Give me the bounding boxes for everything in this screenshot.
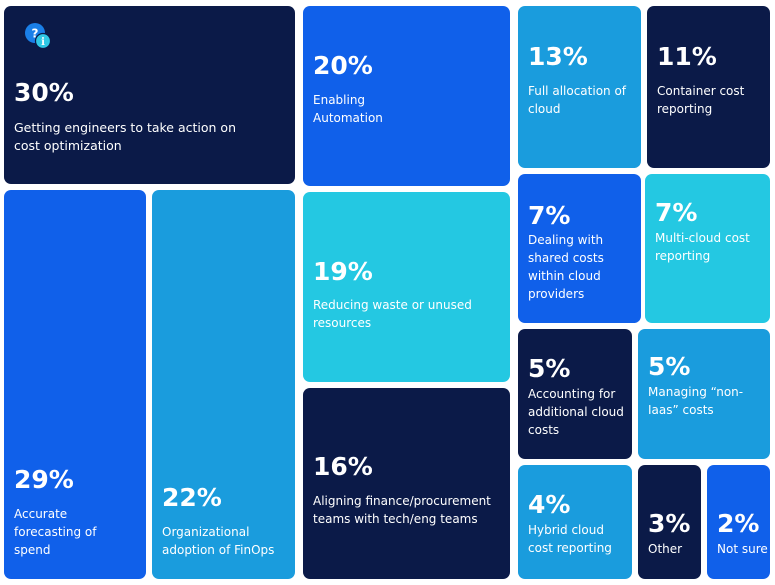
tile-value: 16% [313,452,373,481]
tile-label: Not sure [717,542,768,556]
treemap-tile: 29% Accurate forecasting of spend [4,190,146,579]
tile-label: Organizational adoption of FinOps [162,525,275,557]
treemap-tile: 30% Getting engineers to take action on c… [4,6,295,184]
tile-value: 19% [313,257,373,286]
svg-text:i: i [41,37,45,48]
treemap-tile: 3% Other [638,465,701,579]
question-info-icon[interactable]: ? i [23,22,52,50]
treemap-tile: 5% Accounting for additional cloud costs [518,329,632,459]
tile-value: 5% [528,354,571,383]
tile-label: Aligning finance/procurement teams with … [313,494,491,526]
treemap-tile: 22% Organizational adoption of FinOps [152,190,295,579]
treemap-tile: 20% Enabling Automation [303,6,510,186]
tile-value: 30% [14,78,74,107]
tile-value: 7% [528,201,571,230]
tile-label: Reducing waste or unused resources [313,298,472,330]
tile-value: 29% [14,465,74,494]
tile-value: 11% [657,42,717,71]
tile-label: Other [648,542,683,556]
tile-label: Full allocation of cloud [528,84,627,116]
treemap-tile: 2% Not sure [707,465,770,579]
treemap-tile: 4% Hybrid cloud cost reporting [518,465,632,579]
tile-value: 2% [717,509,760,538]
tile-label: Getting engineers to take action on cost… [14,120,236,153]
treemap-tile: 7% Dealing with shared costs within cloud… [518,174,641,323]
tile-label: Hybrid cloud cost reporting [528,523,612,555]
tile-label: Container cost reporting [657,84,745,116]
svg-text:?: ? [32,27,39,41]
tile-label: Accurate forecasting of spend [14,507,97,557]
tile-label: Dealing with shared costs within cloud p… [528,233,604,301]
tile-label: Enabling Automation [313,93,383,125]
tile-value: 3% [648,509,691,538]
tile-value: 13% [528,42,588,71]
tile-value: 22% [162,483,222,512]
tile-label: Multi-cloud cost reporting [655,231,750,263]
treemap-tile: 5% Managing “non-Iaas” costs [638,329,770,459]
tile-label: Accounting for additional cloud costs [528,387,624,437]
tile-label: Managing “non-Iaas” costs [648,385,744,417]
treemap-tile: 13% Full allocation of cloud [518,6,641,168]
tile-value: 7% [655,198,698,227]
tile-value: 5% [648,352,691,381]
treemap-tile: 11% Container cost reporting [647,6,770,168]
treemap-tile: 19% Reducing waste or unused resources [303,192,510,382]
treemap-tile: 16% Aligning finance/procurement teams wi… [303,388,510,579]
tile-value: 4% [528,490,571,519]
treemap-tile: 7% Multi-cloud cost reporting [645,174,770,323]
tile-value: 20% [313,51,373,80]
